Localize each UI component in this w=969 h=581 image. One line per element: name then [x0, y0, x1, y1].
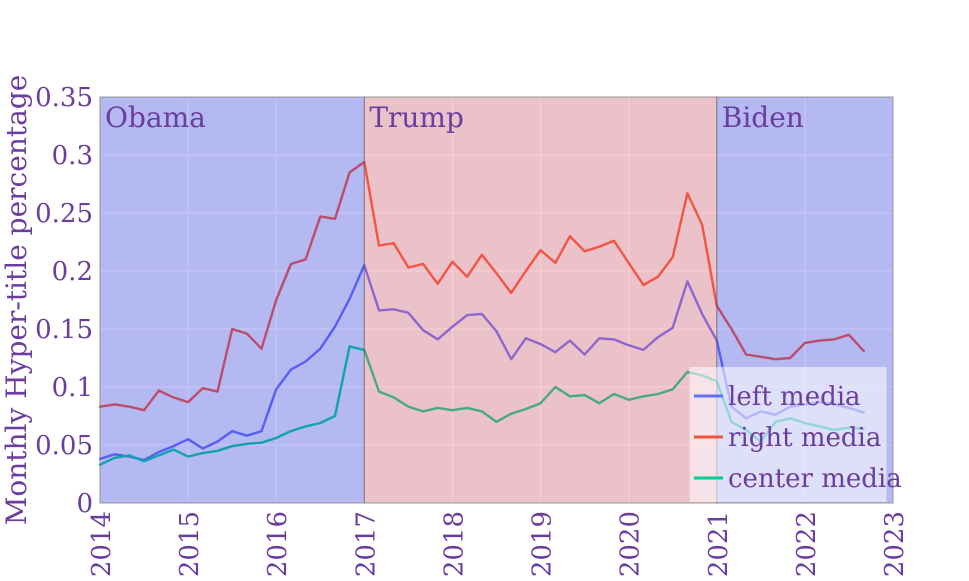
- x-tick-2014: 2014: [87, 511, 117, 577]
- region-obama: [99, 96, 365, 504]
- legend: left media right media center media: [689, 367, 902, 502]
- region-label-trump: Trump: [369, 101, 464, 134]
- y-axis-title: Monthly Hyper-title percentage: [0, 75, 33, 526]
- region-annotations: Obama Trump Biden: [105, 101, 804, 134]
- y-axis-tick-labels: 0 0.05 0.1 0.15 0.2 0.25 0.3 0.35: [35, 83, 93, 519]
- x-tick-2016: 2016: [263, 511, 293, 577]
- x-tick-2020: 2020: [616, 511, 646, 577]
- legend-label-left-media: left media: [728, 382, 861, 412]
- x-tick-2019: 2019: [528, 511, 558, 577]
- legend-item-right-media[interactable]: right media: [694, 423, 881, 453]
- x-tick-2017: 2017: [351, 511, 381, 577]
- region-label-obama: Obama: [105, 101, 206, 134]
- region-label-biden: Biden: [722, 101, 804, 134]
- x-axis-tick-labels: 2014 2015 2016 2017 2018 2019 2020 2021 2022 2023: [87, 511, 910, 577]
- legend-label-center-media: center media: [728, 464, 902, 494]
- y-tick-0.15: 0.15: [35, 315, 93, 345]
- plot-frame: [99, 96, 894, 504]
- x-tick-2018: 2018: [439, 511, 469, 577]
- x-tick-2022: 2022: [792, 511, 822, 577]
- region-trump: [363, 96, 718, 504]
- y-tick-0.05: 0.05: [35, 431, 93, 461]
- y-tick-0: 0: [76, 489, 93, 519]
- plot-border: [99, 96, 894, 504]
- legend-item-center-media[interactable]: center media: [694, 464, 902, 494]
- x-tick-2023: 2023: [880, 511, 910, 577]
- y-tick-0.25: 0.25: [35, 199, 93, 229]
- x-tick-2021: 2021: [704, 511, 734, 577]
- y-tick-0.2: 0.2: [52, 257, 93, 287]
- y-tick-0.1: 0.1: [52, 373, 93, 403]
- y-tick-0.35: 0.35: [35, 83, 93, 113]
- gridlines: [99, 96, 894, 504]
- series-line-right-media: [98, 160, 865, 412]
- y-tick-0.3: 0.3: [52, 141, 93, 171]
- legend-item-left-media[interactable]: left media: [694, 382, 861, 412]
- legend-label-right-media: right media: [728, 423, 881, 453]
- x-tick-2015: 2015: [175, 511, 205, 577]
